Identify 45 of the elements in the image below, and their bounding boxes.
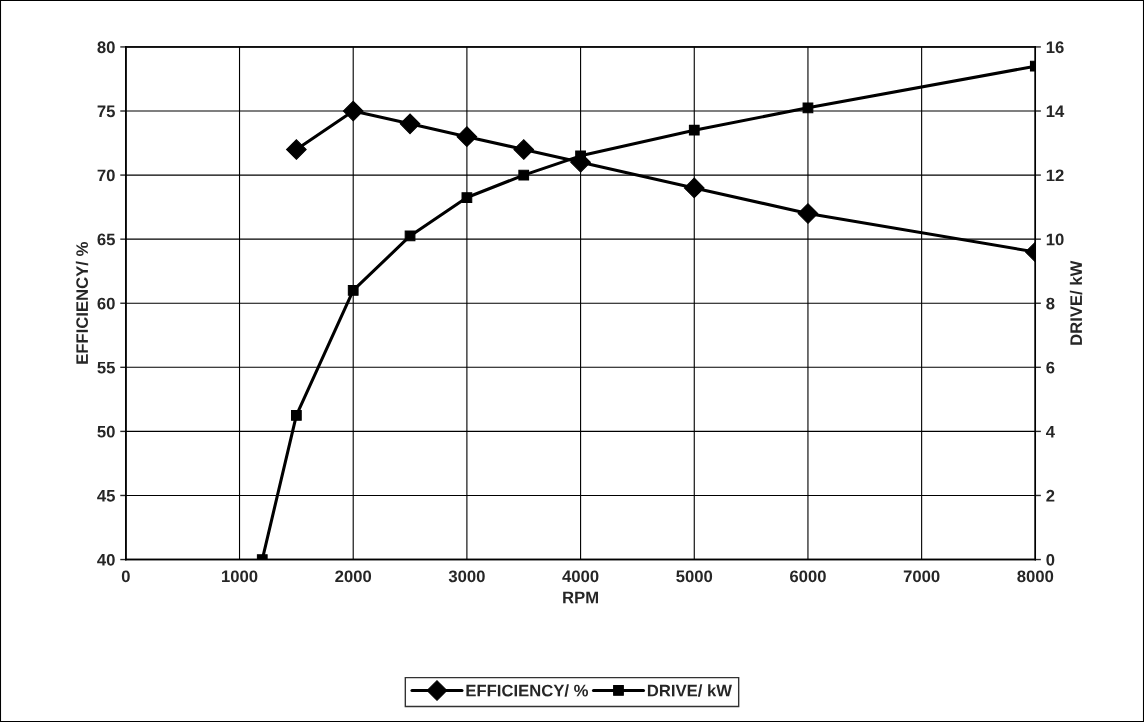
x-tick-label: 1000 bbox=[222, 570, 258, 583]
y2-tick-label: 16 bbox=[1046, 41, 1064, 54]
x-tick-label: 8000 bbox=[1017, 570, 1054, 583]
y-tick-label: 80 bbox=[97, 41, 115, 54]
point bbox=[461, 192, 473, 203]
y-tick-label: 75 bbox=[97, 105, 115, 118]
point bbox=[688, 124, 700, 136]
legend-label: DRIVE/ kW bbox=[647, 684, 732, 697]
y2-tick-label: 10 bbox=[1046, 233, 1064, 246]
y2-tick-label: 0 bbox=[1046, 553, 1055, 566]
y-tick-label: 60 bbox=[97, 297, 115, 310]
x-tick-label: 5000 bbox=[676, 570, 713, 583]
point bbox=[286, 139, 307, 160]
y-tick-label: 40 bbox=[97, 553, 115, 566]
point bbox=[290, 409, 302, 421]
y2-tick-label: 12 bbox=[1046, 169, 1064, 182]
point bbox=[513, 139, 535, 160]
point bbox=[399, 113, 421, 135]
y2-tick-label: 14 bbox=[1046, 105, 1065, 118]
point bbox=[797, 203, 819, 224]
legend-label: EFFICIENCY/ % bbox=[466, 684, 589, 697]
y-tick-label: 50 bbox=[97, 425, 115, 438]
y2-tick-label: 2 bbox=[1046, 489, 1055, 502]
y-tick-label: 65 bbox=[97, 233, 115, 246]
y2-tick-label: 8 bbox=[1046, 297, 1055, 310]
x-axis-title: RPM bbox=[563, 591, 598, 604]
point bbox=[342, 100, 364, 122]
point bbox=[802, 102, 814, 114]
x-tick-label: 0 bbox=[121, 570, 130, 583]
y2-tick-label: 4 bbox=[1045, 425, 1055, 438]
x-tick-label: 4000 bbox=[562, 570, 599, 583]
point bbox=[518, 169, 530, 181]
x-tick-label: 2000 bbox=[335, 570, 372, 583]
point bbox=[347, 285, 359, 296]
x-tick-label: 6000 bbox=[790, 570, 826, 583]
y-tick-label: 45 bbox=[97, 490, 115, 502]
x-tick-label: 7000 bbox=[903, 570, 940, 583]
point bbox=[683, 177, 705, 199]
y2-tick-label: 6 bbox=[1046, 361, 1055, 374]
x-tick-label: 3000 bbox=[448, 570, 485, 583]
y-axis-title: EFFICIENCY/ % bbox=[75, 242, 89, 364]
point bbox=[456, 126, 478, 147]
y2-axis-title: DRIVE/ kW bbox=[1069, 260, 1083, 345]
y-tick-label: 70 bbox=[97, 169, 115, 182]
y-tick-label: 55 bbox=[97, 361, 115, 374]
